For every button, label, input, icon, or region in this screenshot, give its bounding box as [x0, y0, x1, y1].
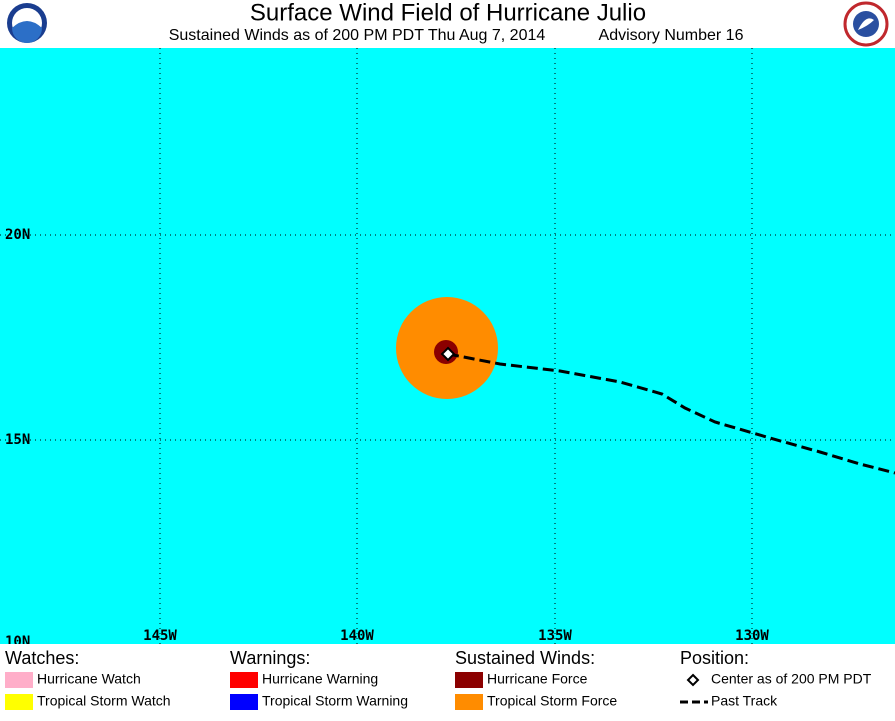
- legend-item: Center as of 200 PM PDT: [711, 671, 872, 687]
- advisory: Advisory Number 16: [599, 27, 744, 44]
- swatch: [455, 694, 483, 710]
- center-symbol: [686, 673, 700, 687]
- lon-label: 145W: [143, 628, 177, 644]
- graticule: [0, 48, 895, 644]
- legend-item: Tropical Storm Warning: [262, 693, 408, 709]
- lon-label: 135W: [538, 628, 572, 644]
- lat-label: 20N: [5, 227, 30, 243]
- lat-label: 15N: [5, 432, 30, 448]
- swatch: [5, 672, 33, 688]
- past-track: [447, 352, 895, 475]
- lon-label: 140W: [340, 628, 374, 644]
- swatch: [455, 672, 483, 688]
- lon-label: 130W: [735, 628, 769, 644]
- swatch: [230, 672, 258, 688]
- legend-warnings: Warnings: Hurricane Warning Tropical Sto…: [230, 648, 408, 710]
- storm-center: [440, 346, 456, 362]
- legend-title: Sustained Winds:: [455, 648, 595, 668]
- title: Surface Wind Field of Hurricane Julio: [250, 0, 646, 26]
- legend-watches: Watches: Hurricane Watch Tropical Storm …: [5, 648, 171, 710]
- legend-item: Hurricane Force: [487, 671, 588, 687]
- nws-logo: [843, 1, 889, 47]
- legend-title: Watches:: [5, 648, 79, 668]
- legend-item: Tropical Storm Force: [487, 693, 617, 709]
- legend-winds: Sustained Winds: Hurricane Force Tropica…: [455, 648, 617, 710]
- swatch: [5, 694, 33, 710]
- legend-item: Hurricane Warning: [262, 671, 378, 687]
- legend-title: Position:: [680, 648, 749, 668]
- legend-item: Tropical Storm Watch: [37, 693, 171, 709]
- noaa-logo: [7, 3, 47, 43]
- legend-position: Position: Center as of 200 PM PDT Past T…: [680, 648, 872, 709]
- swatch: [230, 694, 258, 710]
- subtitle: Sustained Winds as of 200 PM PDT Thu Aug…: [169, 27, 546, 44]
- legend-title: Warnings:: [230, 648, 310, 668]
- legend-band: [0, 644, 895, 716]
- legend-item: Past Track: [711, 693, 778, 709]
- legend-item: Hurricane Watch: [37, 671, 141, 687]
